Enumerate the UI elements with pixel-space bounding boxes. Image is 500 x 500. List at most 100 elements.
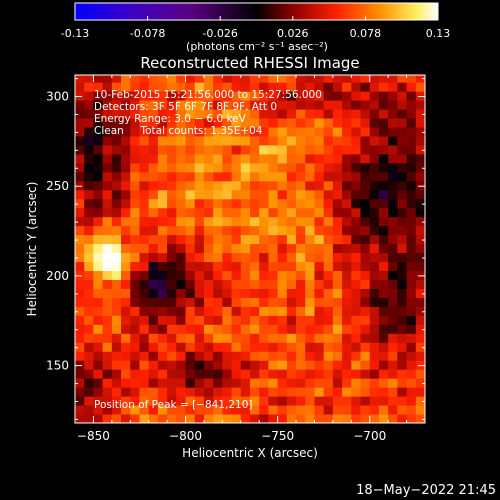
heatmap-cell	[342, 297, 352, 307]
heatmap-cell	[406, 171, 417, 182]
heatmap-cell	[296, 405, 306, 415]
heatmap-cell	[296, 189, 306, 200]
heatmap-cell	[250, 351, 260, 361]
heatmap-cell	[415, 342, 425, 352]
heatmap-cell	[75, 225, 85, 236]
heatmap-cell	[406, 91, 417, 101]
heatmap-cell	[75, 252, 85, 263]
heatmap-cell	[84, 279, 94, 289]
heatmap-cell	[332, 270, 343, 280]
heatmap-cell	[185, 162, 196, 173]
heatmap-cell	[305, 405, 315, 415]
heatmap-cell	[259, 216, 269, 227]
heatmap-cell	[240, 378, 251, 388]
heatmap-cell	[213, 360, 223, 370]
heatmap-cell	[167, 261, 177, 272]
heatmap-cell	[102, 171, 113, 182]
heatmap-cell	[332, 82, 343, 92]
heatmap-cell	[75, 414, 85, 423]
heatmap-cell	[222, 189, 233, 200]
heatmap-cell	[305, 270, 315, 280]
heatmap-cell	[388, 288, 398, 298]
heatmap-cell	[240, 288, 251, 298]
heatmap-cell	[213, 162, 223, 173]
heatmap-cell	[148, 100, 159, 110]
heatmap-cell	[185, 135, 196, 146]
heatmap-cell	[351, 405, 362, 415]
heatmap-cell	[286, 405, 297, 415]
heatmap-cell	[360, 405, 371, 415]
heatmap-cell	[130, 127, 140, 137]
heatmap-cell	[268, 180, 279, 191]
heatmap-cell	[176, 198, 187, 209]
heatmap-cell	[167, 91, 177, 101]
heatmap-cell	[351, 369, 362, 379]
heatmap-cell	[194, 315, 205, 325]
heatmap-cell	[111, 91, 122, 101]
heatmap-cell	[378, 225, 389, 236]
heatmap-cell	[378, 288, 389, 298]
heatmap-cell	[240, 144, 251, 155]
heatmap-cell	[259, 171, 269, 182]
heatmap-cell	[406, 252, 417, 263]
heatmap-cell	[369, 135, 380, 146]
heatmap-cell	[415, 225, 425, 236]
heatmap-cell	[213, 279, 223, 289]
y-tick-label: 200	[46, 269, 69, 283]
heatmap-cell	[296, 243, 306, 254]
heatmap-cell	[305, 198, 315, 209]
heatmap-cell	[194, 171, 205, 182]
heatmap-cell	[259, 306, 269, 316]
heatmap-cell	[351, 342, 362, 352]
heatmap-cell	[203, 270, 214, 280]
heatmap-cell	[185, 189, 196, 200]
heatmap-cell	[369, 234, 380, 245]
heatmap-cell	[332, 216, 343, 227]
heatmap-cell	[148, 324, 159, 334]
heatmap-cell	[240, 216, 251, 227]
heatmap-cell	[148, 91, 159, 101]
heatmap-cell	[406, 189, 417, 200]
heatmap-cell	[148, 118, 159, 128]
heatmap-cell	[157, 118, 168, 128]
heatmap-cell	[332, 369, 343, 379]
heatmap-cell	[121, 109, 131, 119]
heatmap-cell	[231, 279, 242, 289]
heatmap-cell	[130, 171, 140, 182]
heatmap-cell	[148, 297, 159, 307]
heatmap-cell	[203, 297, 214, 307]
heatmap-cell	[148, 315, 159, 325]
heatmap-cell	[102, 234, 113, 245]
heatmap-cell	[213, 342, 223, 352]
heatmap-cell	[93, 297, 104, 307]
heatmap-cell	[75, 162, 85, 173]
heatmap-cell	[194, 100, 205, 110]
heatmap-cell	[157, 91, 168, 101]
heatmap-cell	[157, 333, 168, 343]
heatmap-cell	[75, 118, 85, 128]
heatmap-cell	[351, 297, 362, 307]
heatmap-cell	[388, 225, 398, 236]
heatmap-cell	[277, 180, 288, 191]
heatmap-cell	[351, 162, 362, 173]
heatmap-cell	[342, 234, 352, 245]
heatmap-cell	[213, 100, 223, 110]
heatmap-cell	[130, 315, 140, 325]
heatmap-cell	[250, 198, 260, 209]
heatmap-cell	[250, 243, 260, 254]
heatmap-cell	[222, 171, 233, 182]
heatmap-cell	[406, 378, 417, 388]
heatmap-cell	[342, 351, 352, 361]
heatmap-cell	[93, 351, 104, 361]
heatmap-cell	[240, 75, 251, 83]
heatmap-cell	[296, 216, 306, 227]
heatmap-cell	[231, 100, 242, 110]
heatmap-cell	[148, 279, 159, 289]
heatmap-cell	[332, 153, 343, 164]
heatmap-cell	[259, 243, 269, 254]
heatmap-cell	[139, 225, 150, 236]
heatmap-cell	[415, 109, 425, 119]
heatmap-cell	[84, 91, 94, 101]
heatmap-cell	[93, 198, 104, 209]
heatmap-cell	[323, 288, 334, 298]
